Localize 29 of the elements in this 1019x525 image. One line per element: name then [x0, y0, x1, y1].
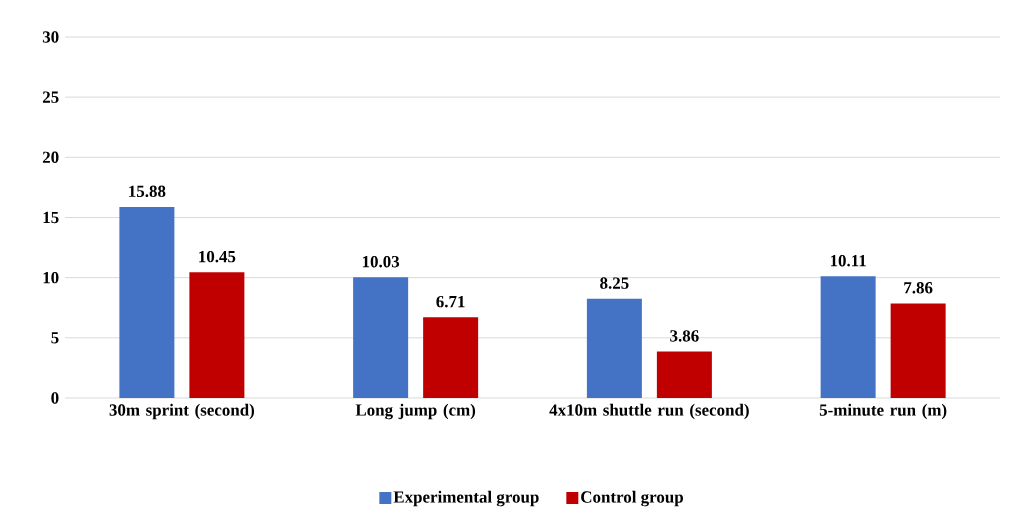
- legend-label: Control group: [581, 490, 683, 507]
- y-tick-label: 20: [42, 151, 59, 164]
- data-label: 6.71: [436, 295, 465, 308]
- data-label: 3.86: [670, 330, 699, 342]
- x-tick-label: 4x10m shuttle run (second): [549, 403, 749, 420]
- data-label: 10.45: [199, 250, 236, 263]
- y-tick-label: 25: [42, 91, 59, 103]
- bar: [890, 303, 946, 398]
- y-tick-label: 15: [43, 211, 59, 224]
- bar: [656, 351, 712, 398]
- y-tick-label: 10: [43, 271, 59, 284]
- legend-label: Experimental group: [393, 490, 539, 507]
- data-label: 7.86: [904, 282, 933, 294]
- bar: [820, 276, 876, 398]
- bar: [586, 298, 642, 398]
- bar: [119, 206, 175, 398]
- bar: [189, 272, 245, 398]
- bar: [423, 317, 479, 398]
- bar: [353, 277, 409, 398]
- data-label: 10.11: [830, 254, 866, 267]
- data-label: 10.03: [362, 255, 400, 268]
- y-tick-label: 0: [51, 392, 59, 404]
- x-tick-label: Long jump (cm): [355, 403, 476, 420]
- x-tick-label: 30m sprint (second): [109, 403, 255, 420]
- y-tick-label: 30: [42, 31, 59, 43]
- data-label: 8.25: [600, 277, 629, 289]
- x-tick-label: 5-minute run (m): [819, 403, 947, 420]
- y-tick-label: 5: [51, 332, 59, 344]
- data-label: 15.88: [129, 185, 166, 198]
